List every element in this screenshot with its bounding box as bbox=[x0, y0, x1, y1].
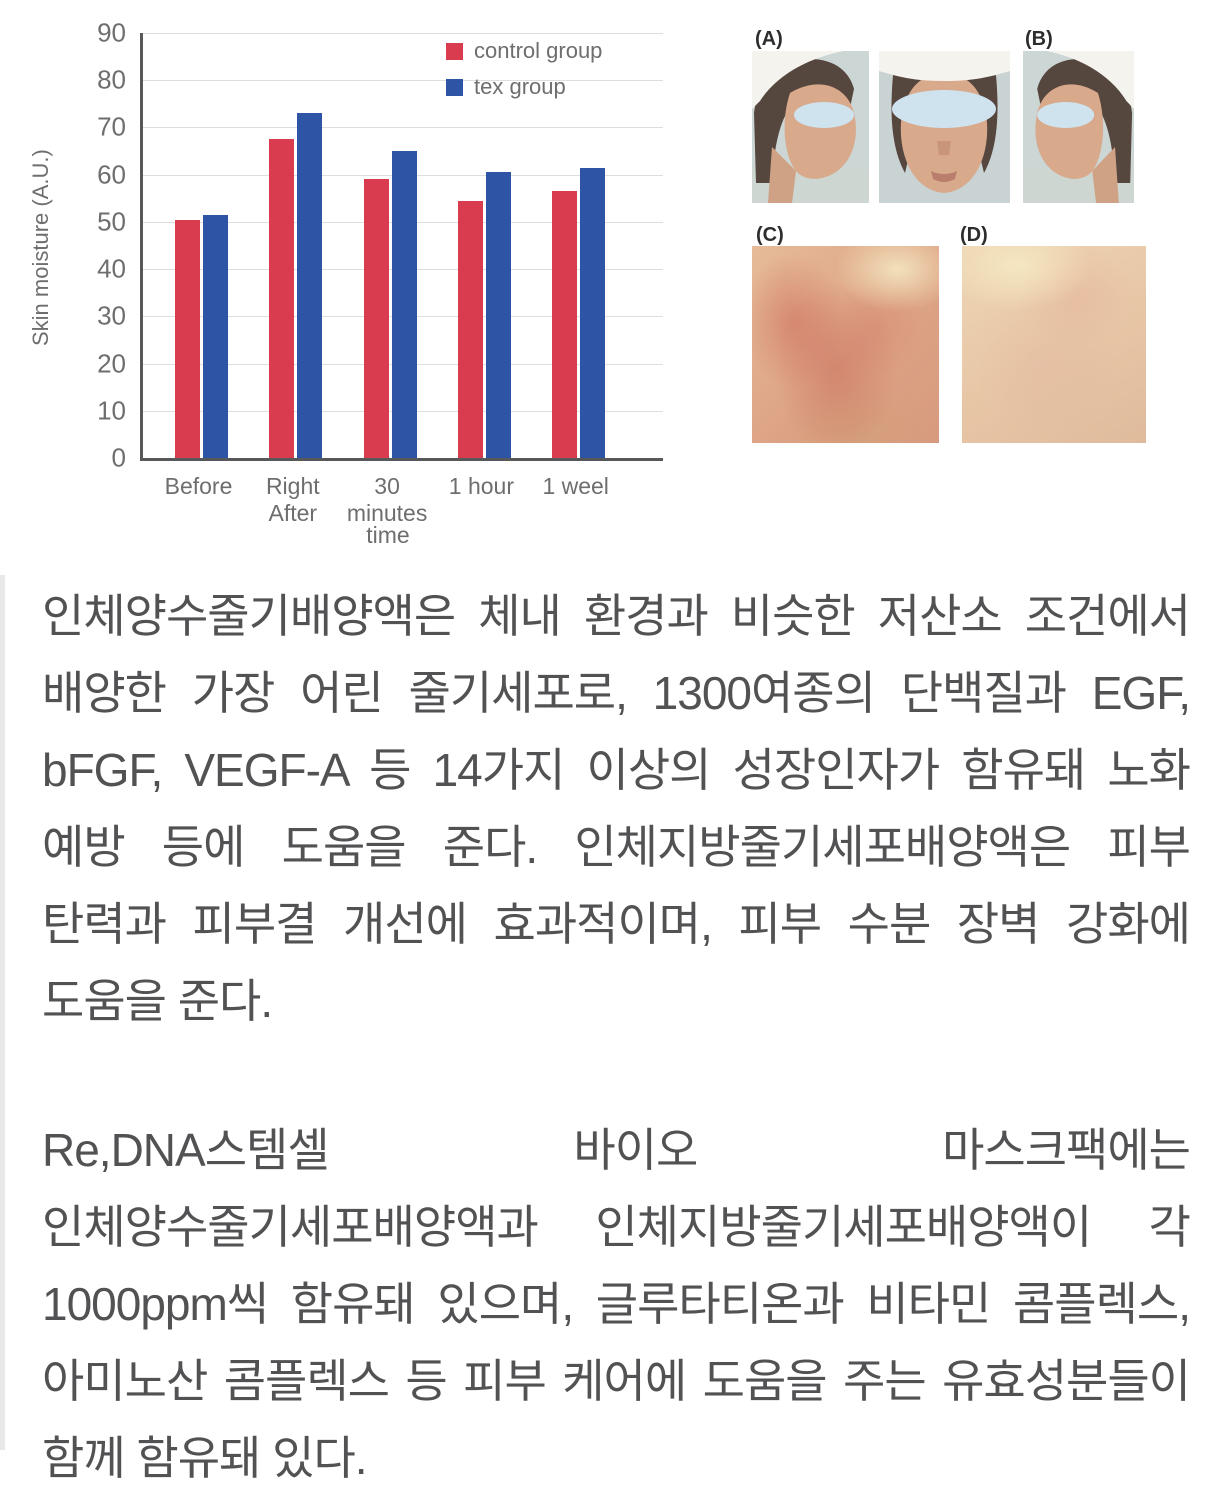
x-label-3: 1 hour bbox=[421, 473, 541, 500]
skin-moisture-bar-chart: Skin moisture (A.U.) 0 10 20 30 40 50 60 70 80 90… bbox=[28, 18, 688, 553]
photo-label-c: (C) bbox=[756, 224, 784, 246]
y-tick-20: 20 bbox=[97, 348, 126, 379]
y-tick-30: 30 bbox=[97, 300, 126, 331]
x-label-2: 30 minutes bbox=[327, 473, 447, 527]
y-tick-40: 40 bbox=[97, 253, 126, 284]
x-label-1: Right After bbox=[233, 473, 353, 527]
page-root: { "chart_data": { "type": "bar", "title"… bbox=[0, 17, 1191, 1484]
face-photo-frontal bbox=[879, 51, 1010, 203]
bar-control-3 bbox=[457, 200, 483, 458]
bar-tex-4 bbox=[580, 167, 606, 458]
y-axis-ticks: 0 10 20 30 40 50 60 70 80 90 bbox=[68, 18, 132, 473]
y-tick-80: 80 bbox=[97, 64, 126, 95]
face-profile-illustration bbox=[752, 51, 869, 203]
skin-closeup-before bbox=[752, 246, 939, 443]
page-edge-strip bbox=[0, 575, 5, 1450]
legend-row-control: control group bbox=[446, 38, 602, 64]
y-tick-70: 70 bbox=[97, 111, 126, 142]
chart-legend: control group tex group bbox=[446, 38, 602, 110]
face-photo-left-profile bbox=[752, 51, 869, 203]
legend-label-control: control group bbox=[474, 38, 603, 63]
bar-tex-1 bbox=[297, 113, 323, 458]
y-tick-50: 50 bbox=[97, 206, 126, 237]
y-tick-90: 90 bbox=[97, 17, 126, 48]
legend-row-tex: tex group bbox=[446, 74, 602, 100]
y-tick-10: 10 bbox=[97, 395, 126, 426]
article-body: 인체양수줄기배양액은 체내 환경과 비슷한 저산소 조건에서 배양한 가장 어린… bbox=[42, 578, 1191, 1497]
clinical-photo-panel: (A) (B) bbox=[750, 28, 1146, 464]
x-label-line: minutes bbox=[346, 500, 428, 526]
photo-label-d: (D) bbox=[960, 224, 988, 246]
x-label-0: Before bbox=[139, 473, 259, 500]
skin-closeup-after bbox=[962, 246, 1146, 443]
bar-control-4 bbox=[552, 191, 578, 458]
x-label-line: 1 hour bbox=[448, 473, 514, 499]
legend-label-tex: tex group bbox=[474, 74, 566, 99]
article-paragraph-2: Re,DNA스템셀 바이오 마스크팩에는 인체양수줄기세포배양액과 인체지방줄기… bbox=[42, 1124, 1191, 1484]
plot-area bbox=[140, 33, 663, 461]
x-label-line: 1 weel bbox=[542, 473, 609, 499]
bar-tex-0 bbox=[203, 214, 228, 458]
gridline-90 bbox=[143, 33, 663, 34]
bar-control-0 bbox=[175, 219, 200, 458]
bar-tex-2 bbox=[391, 151, 417, 458]
x-label-line: After bbox=[268, 500, 318, 526]
legend-swatch-tex bbox=[446, 78, 463, 96]
legend-swatch-control bbox=[446, 42, 463, 60]
gridline-70 bbox=[143, 127, 663, 129]
x-label-line: Right bbox=[265, 473, 320, 499]
face-frontal-illustration bbox=[879, 51, 1010, 203]
photo-label-a: (A) bbox=[755, 28, 783, 50]
x-axis-title: time bbox=[366, 522, 410, 548]
y-axis-title: Skin moisture (A.U.) bbox=[28, 149, 53, 347]
y-tick-0: 0 bbox=[111, 442, 126, 473]
y-tick-60: 60 bbox=[97, 159, 126, 190]
face-photo-right-profile bbox=[1023, 51, 1134, 203]
x-label-4: 1 weel bbox=[516, 473, 636, 500]
bar-control-1 bbox=[269, 139, 295, 458]
gridline-80 bbox=[143, 80, 663, 82]
bar-tex-3 bbox=[485, 172, 511, 458]
face-profile-illustration bbox=[1023, 51, 1134, 203]
x-label-line: Before bbox=[164, 473, 233, 499]
x-label-line: 30 bbox=[374, 473, 400, 499]
article-paragraph-1: 인체양수줄기배양액은 체내 환경과 비슷한 저산소 조건에서 배양한 가장 어린… bbox=[42, 590, 1191, 1027]
bar-control-2 bbox=[363, 179, 389, 458]
photo-label-b: (B) bbox=[1025, 28, 1053, 50]
